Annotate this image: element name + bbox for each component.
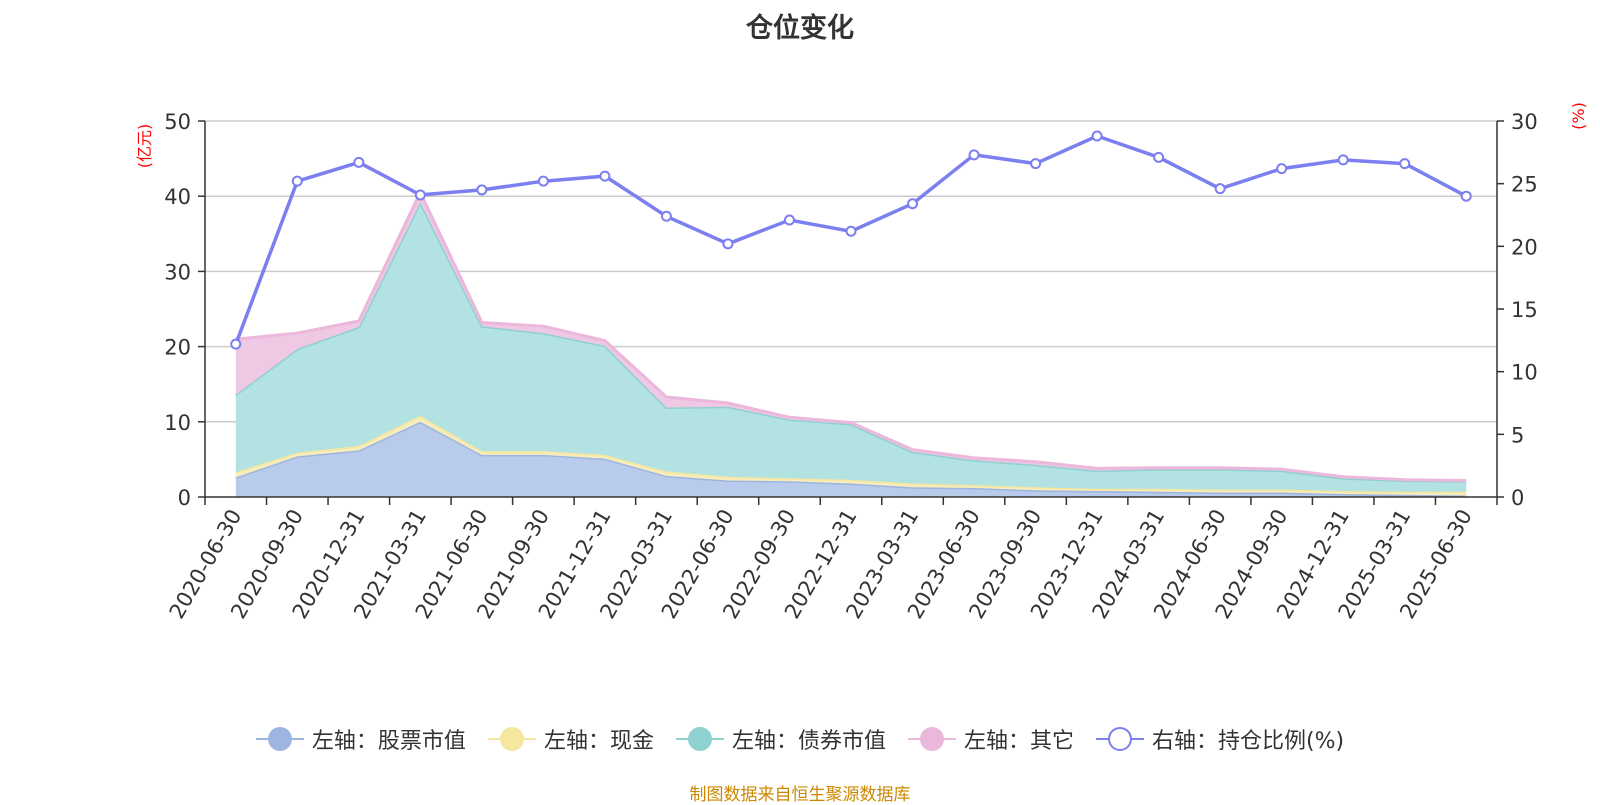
legend-item[interactable]: 右轴：持仓比例(%) <box>1095 723 1345 755</box>
chart-legend: 左轴：股票市值 左轴：现金 左轴：债券市值 左轴：其它 右轴：持仓比例(%) <box>0 722 1600 756</box>
ratio-point <box>1091 130 1103 142</box>
left-axis-tick-label: 20 <box>164 336 191 360</box>
chart-title: 仓位变化 <box>746 13 854 44</box>
area-line-3 <box>235 188 1467 482</box>
ratio-point <box>353 156 365 168</box>
legend-marker <box>1095 726 1144 752</box>
left-axis-tick-label: 50 <box>164 110 191 134</box>
area-fill-2 <box>235 202 1467 492</box>
ratio-point <box>907 198 919 210</box>
ratio-point <box>1214 183 1226 195</box>
ratio-point <box>660 210 672 222</box>
legend-label: 左轴：现金 <box>543 729 654 754</box>
right-axis-tick-label: 25 <box>1511 173 1538 197</box>
ratio-point <box>783 214 795 226</box>
left-axis-tick-label: 0 <box>178 486 191 510</box>
legend-marker <box>255 726 304 752</box>
ratio-point <box>968 149 980 161</box>
legend-label: 左轴：其它 <box>963 729 1074 754</box>
legend-item[interactable]: 左轴：现金 <box>487 723 654 755</box>
left-axis-unit: (亿元) <box>135 124 154 169</box>
left-axis-tick-label: 40 <box>164 185 191 209</box>
left-axis-tick-label: 10 <box>164 411 191 435</box>
ratio-point <box>537 175 549 187</box>
right-axis-tick-label: 0 <box>1511 486 1524 510</box>
legend-item[interactable]: 左轴：债券市值 <box>675 723 886 755</box>
ratio-point <box>414 189 426 201</box>
right-axis-tick-label: 5 <box>1511 423 1524 447</box>
legend-marker <box>487 726 536 752</box>
legend-label: 右轴：持仓比例(%) <box>1151 729 1345 754</box>
legend-label: 左轴：股票市值 <box>311 729 466 754</box>
legend-marker <box>675 726 724 752</box>
ratio-point <box>845 225 857 237</box>
legend-item[interactable]: 左轴：股票市值 <box>255 723 466 755</box>
area-fill-0 <box>235 421 1467 497</box>
ratio-point <box>599 170 611 182</box>
right-axis-tick-label: 30 <box>1511 110 1538 134</box>
ratio-point <box>722 238 734 250</box>
ratio-point <box>230 338 242 350</box>
ratio-point <box>1337 154 1349 166</box>
legend-marker <box>907 726 956 752</box>
legend-item[interactable]: 左轴：其它 <box>907 723 1074 755</box>
left-axis-tick-label: 30 <box>164 260 191 284</box>
ratio-point <box>476 184 488 196</box>
legend-label: 左轴：债券市值 <box>731 729 886 754</box>
ratio-point <box>291 175 303 187</box>
right-axis-tick-label: 10 <box>1511 361 1538 385</box>
ratio-point <box>1030 158 1042 170</box>
right-axis-tick-label: 15 <box>1511 298 1538 322</box>
ratio-point <box>1399 158 1411 170</box>
right-axis-unit: (%) <box>1569 102 1588 130</box>
data-source-note: 制图数据来自恒生聚源数据库 <box>689 785 911 805</box>
ratio-point <box>1153 151 1165 163</box>
right-axis-tick-label: 20 <box>1511 235 1538 259</box>
ratio-point <box>1276 163 1288 175</box>
ratio-point <box>1460 190 1472 202</box>
